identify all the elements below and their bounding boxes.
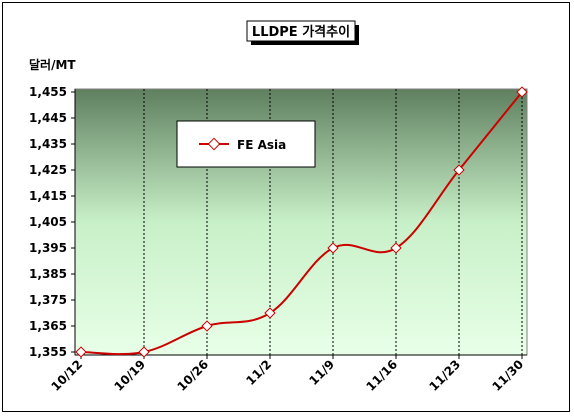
- y-tick-label: 1,385: [29, 267, 67, 281]
- x-tick-label: 10/19: [112, 357, 149, 394]
- y-tick-labels: 1,355 1,365 1,375 1,385 1,395 1,405 1,415 1,425…: [29, 85, 67, 359]
- x-tick-label: 11/16: [364, 357, 401, 394]
- data-point-10-26: [201, 320, 213, 332]
- y-tick-label: 1,445: [29, 111, 67, 125]
- x-tick-label: 11/30: [490, 357, 527, 394]
- chart-title: LLDPE 가격추이: [252, 24, 350, 40]
- legend-swatch-marker: [207, 137, 221, 151]
- data-point-11-9: [327, 242, 339, 254]
- y-tick-label: 1,455: [29, 85, 67, 99]
- series-layer: [75, 86, 528, 358]
- x-tick-label: 10/12: [49, 357, 86, 394]
- y-tick-label: 1,435: [29, 137, 67, 151]
- data-point-11-30: [516, 86, 528, 98]
- x-tick-label: 11/2: [243, 357, 274, 388]
- y-tick-label: 1,365: [29, 319, 67, 333]
- legend-entry-fe-asia: FE Asia: [237, 138, 286, 152]
- data-point-11-23: [453, 164, 465, 176]
- y-tick-label: 1,395: [29, 241, 67, 255]
- x-tick-label: 10/26: [175, 357, 212, 394]
- y-axis-label: 달러/MT: [29, 57, 76, 72]
- chart-title-box: LLDPE 가격추이: [246, 20, 359, 45]
- y-tick-label: 1,415: [29, 189, 67, 203]
- x-tick-labels: 10/12 10/19 10/26 11/2 11/9 11/16 11/23 11/30: [49, 357, 527, 394]
- axes: [71, 89, 527, 359]
- data-point-10-19: [138, 346, 150, 358]
- y-tick-label: 1,355: [29, 345, 67, 359]
- x-tick-label: 11/23: [427, 357, 464, 394]
- x-tick-label: 11/9: [306, 357, 337, 388]
- data-point-11-16: [390, 242, 402, 254]
- line-chart: LLDPE 가격추이 달러/MT 1,3551,3651,3751,3851,3…: [29, 20, 528, 394]
- y-tick-label: 1,425: [29, 163, 67, 177]
- data-point-11-2: [264, 307, 276, 319]
- y-tick-label: 1,375: [29, 293, 67, 307]
- chart-frame: LLDPE 가격추이 달러/MT 1,355 1,365 1,375 1,385 1,3…: [2, 2, 570, 412]
- data-point-10-12: [75, 346, 87, 358]
- legend: FE Asia: [176, 120, 316, 168]
- y-tick-label: 1,405: [29, 215, 67, 229]
